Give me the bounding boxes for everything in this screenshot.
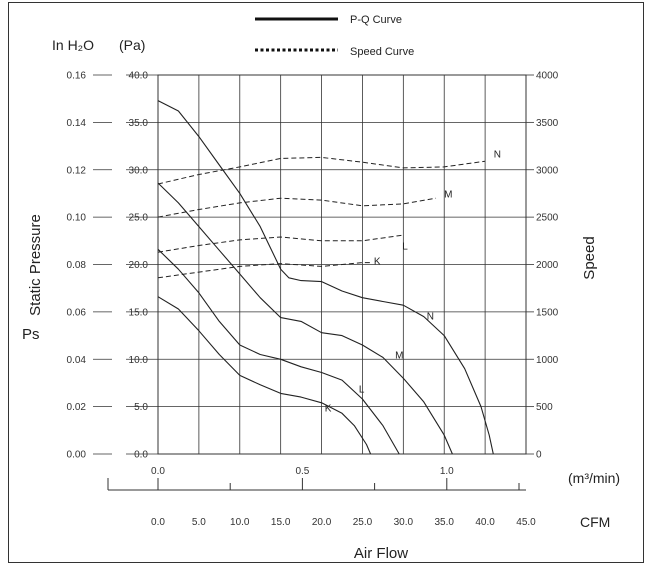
pa-tick-label: 15.0 [129,307,149,318]
pa-tick-label: 0.0 [134,450,148,461]
speed-curve-label: L [402,242,408,253]
x-axis-title: Air Flow [354,545,408,562]
pq-curve-label: L [359,385,365,396]
speed-curve-label: N [494,150,501,161]
speed-curve-label: M [444,189,452,200]
unit-pa-label: (Pa) [119,37,145,53]
speed-curve-l [157,234,404,253]
m3-tick-label: 1.0 [440,466,454,477]
speed-curve-k [157,262,371,279]
speed-tick-label: 2000 [536,260,559,271]
unit-inh2o-label: In H₂O [52,37,94,53]
pq-curve-n [157,100,494,455]
speed-tick-label: 0 [536,450,542,461]
y-axis-right-title: Speed [581,236,598,279]
pq-curve-label: N [427,312,434,323]
pa-tick-label: 20.0 [129,260,149,271]
speed-tick-label: 4000 [536,71,559,82]
speed-tick-label: 2500 [536,213,559,224]
pq-curve-k [157,296,372,455]
speed-tick-label: 1000 [536,355,559,366]
ticks: 0.05.010.015.020.025.030.035.040.00.000.… [67,71,559,529]
pa-tick-label: 30.0 [129,165,149,176]
speed-tick-label: 500 [536,402,553,413]
speed-tick-label: 1500 [536,307,559,318]
labels: N M L K N M L K P-Q Curve Speed Curve In H₂O (Pa) St… [22,14,620,562]
cfm-tick-label: 45.0 [516,517,536,528]
inh2o-tick-label: 0.16 [67,71,87,82]
pa-tick-label: 40.0 [129,71,149,82]
pa-tick-label: 5.0 [134,402,148,413]
inh2o-tick-label: 0.00 [67,450,87,461]
inh2o-tick-label: 0.08 [67,260,87,271]
inh2o-tick-label: 0.06 [67,307,87,318]
x-unit-cfm-label: CFM [580,514,610,530]
m3-tick-label: 0.0 [151,466,165,477]
cfm-tick-label: 0.0 [151,517,165,528]
legend-speed-label: Speed Curve [350,46,414,58]
pq-curve-label: M [395,351,403,362]
speed-curve-label: K [374,257,381,268]
speed-curve-n [157,156,486,185]
pq-curve-m [157,182,453,455]
cfm-tick-label: 5.0 [192,517,206,528]
speed-tick-label: 3000 [536,165,559,176]
y-axis-left-title: Static Pressure [27,214,44,316]
curves [157,100,494,455]
pq-curve-label: K [325,404,332,415]
axes [107,74,527,491]
inh2o-tick-label: 0.14 [67,118,87,129]
inh2o-tick-label: 0.10 [67,213,87,224]
inh2o-tick-label: 0.04 [67,355,87,366]
cfm-tick-label: 15.0 [271,517,291,528]
pq-curve-l [157,248,400,455]
pa-tick-label: 25.0 [129,213,149,224]
legend-pq-label: P-Q Curve [350,14,402,26]
pa-tick-label: 10.0 [129,355,149,366]
cfm-tick-label: 40.0 [475,517,495,528]
chart-frame [8,2,644,563]
inh2o-tick-label: 0.02 [67,402,87,413]
x-unit-m3-label: (m³/min) [568,470,620,486]
cfm-tick-label: 35.0 [434,517,454,528]
m3-tick-label: 0.5 [295,466,309,477]
cfm-tick-label: 10.0 [230,517,250,528]
pa-tick-label: 35.0 [129,118,149,129]
speed-tick-label: 3500 [536,118,559,129]
cfm-tick-label: 20.0 [312,517,332,528]
inh2o-tick-label: 0.12 [67,165,87,176]
y-axis-left-sub-label: Ps [22,326,40,343]
speed-curve-m [157,197,437,218]
cfm-tick-label: 30.0 [394,517,414,528]
cfm-tick-label: 25.0 [353,517,373,528]
